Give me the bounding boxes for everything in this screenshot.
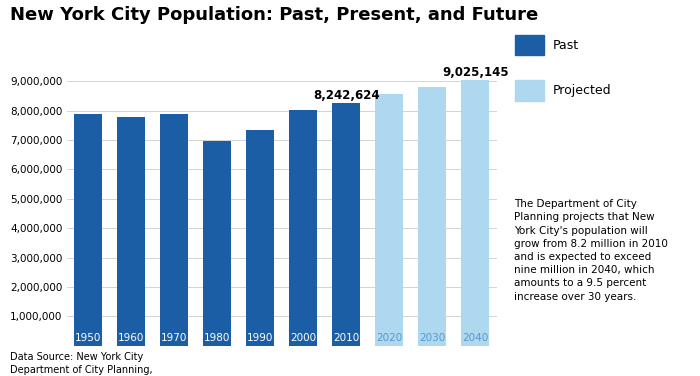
Text: 1950: 1950 xyxy=(75,333,101,343)
Bar xyxy=(332,103,360,346)
Text: 1980: 1980 xyxy=(204,333,230,343)
Text: 2040: 2040 xyxy=(463,333,489,343)
Bar xyxy=(289,110,317,346)
Text: The Department of City
Planning projects that New
York City's population will
gr: The Department of City Planning projects… xyxy=(514,199,668,302)
Text: 9,025,145: 9,025,145 xyxy=(442,65,509,79)
Text: 2020: 2020 xyxy=(377,333,402,343)
Text: 2010: 2010 xyxy=(333,333,360,343)
Text: 8,242,624: 8,242,624 xyxy=(313,89,379,102)
Text: Past: Past xyxy=(552,39,578,52)
Text: 2030: 2030 xyxy=(419,333,446,343)
Text: 1970: 1970 xyxy=(161,333,188,343)
Text: Projected: Projected xyxy=(552,84,611,97)
Text: New York City Population: Past, Present, and Future: New York City Population: Past, Present,… xyxy=(10,6,539,24)
Bar xyxy=(160,114,188,346)
Bar xyxy=(74,114,102,346)
Bar xyxy=(117,117,145,346)
Text: 2000: 2000 xyxy=(290,333,316,343)
Bar xyxy=(419,87,447,346)
Bar xyxy=(246,130,274,346)
Bar xyxy=(203,141,231,346)
Text: Data Source: New York City
Department of City Planning,
Population Division: Data Source: New York City Department of… xyxy=(10,352,153,376)
Text: 1960: 1960 xyxy=(118,333,144,343)
Bar xyxy=(461,80,489,346)
Text: 1990: 1990 xyxy=(247,333,274,343)
Bar xyxy=(375,94,403,346)
